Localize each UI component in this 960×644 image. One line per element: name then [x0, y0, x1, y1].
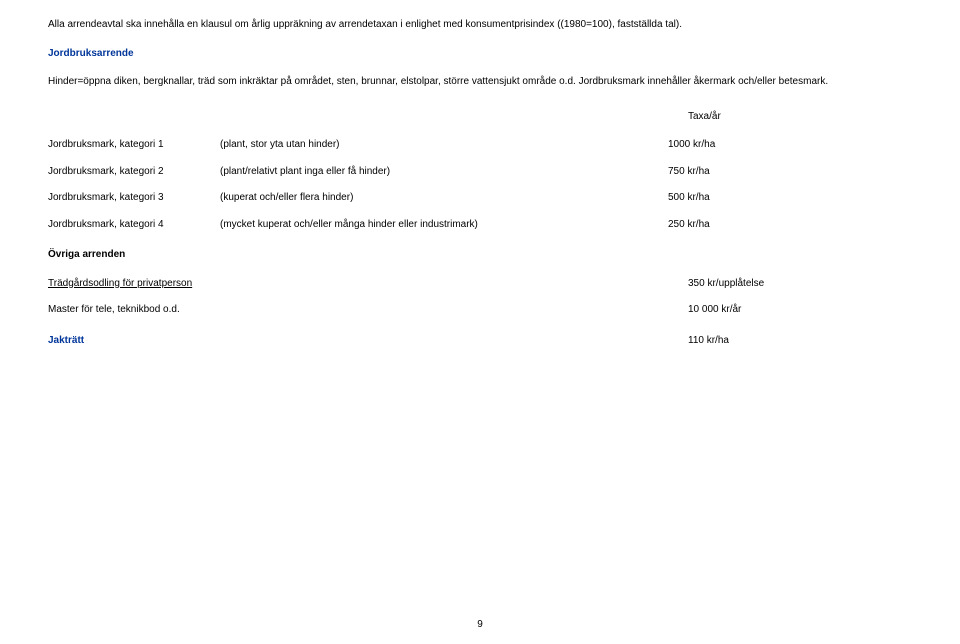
ovriga-label-text: Trädgårdsodling för privatperson	[48, 278, 192, 289]
row-desc: (kuperat och/eller flera hinder)	[220, 191, 668, 206]
row-desc: (plant/relativt plant inga eller få hind…	[220, 165, 668, 180]
row-rate: 250 kr/ha	[668, 218, 912, 233]
page-number: 9	[0, 619, 960, 630]
row-rate: 750 kr/ha	[668, 165, 912, 180]
jaktratt-label-text: Jakträtt	[48, 335, 84, 346]
row-desc: (plant, stor yta utan hinder)	[220, 138, 668, 153]
jaktratt-rate: 110 kr/ha	[688, 334, 912, 349]
document-page: Alla arrendeavtal ska innehålla en klaus…	[0, 0, 960, 348]
ovriga-row: Master för tele, teknikbod o.d. 10 000 k…	[48, 303, 912, 318]
ovriga-rate: 10 000 kr/år	[688, 303, 912, 318]
row-rate: 1000 kr/ha	[668, 138, 912, 153]
table-row: Jordbruksmark, kategori 4 (mycket kupera…	[48, 218, 912, 233]
ovriga-label: Master för tele, teknikbod o.d.	[48, 303, 688, 318]
ovriga-rate: 350 kr/upplåtelse	[688, 277, 912, 292]
rate-table: Jordbruksmark, kategori 1 (plant, stor y…	[48, 138, 912, 232]
row-label: Jordbruksmark, kategori 3	[48, 191, 220, 206]
ovriga-heading: Övriga arrenden	[48, 248, 912, 263]
table-row: Jordbruksmark, kategori 2 (plant/relativ…	[48, 165, 912, 180]
row-label: Jordbruksmark, kategori 4	[48, 218, 220, 233]
jaktratt-label: Jakträtt	[48, 334, 688, 349]
intro-paragraph: Alla arrendeavtal ska innehålla en klaus…	[48, 18, 912, 33]
table-row: Jordbruksmark, kategori 3 (kuperat och/e…	[48, 191, 912, 206]
row-rate: 500 kr/ha	[668, 191, 912, 206]
jaktratt-row: Jakträtt 110 kr/ha	[48, 334, 912, 349]
ovriga-label: Trädgårdsodling för privatperson	[48, 277, 688, 292]
jordbruksarrende-desc: Hinder=öppna diken, bergknallar, träd so…	[48, 75, 912, 90]
row-label: Jordbruksmark, kategori 2	[48, 165, 220, 180]
ovriga-row: Trädgårdsodling för privatperson 350 kr/…	[48, 277, 912, 292]
row-label: Jordbruksmark, kategori 1	[48, 138, 220, 153]
table-row: Jordbruksmark, kategori 1 (plant, stor y…	[48, 138, 912, 153]
row-desc: (mycket kuperat och/eller många hinder e…	[220, 218, 668, 233]
jordbruksarrende-heading: Jordbruksarrende	[48, 47, 912, 62]
taxa-label: Taxa/år	[48, 110, 912, 125]
